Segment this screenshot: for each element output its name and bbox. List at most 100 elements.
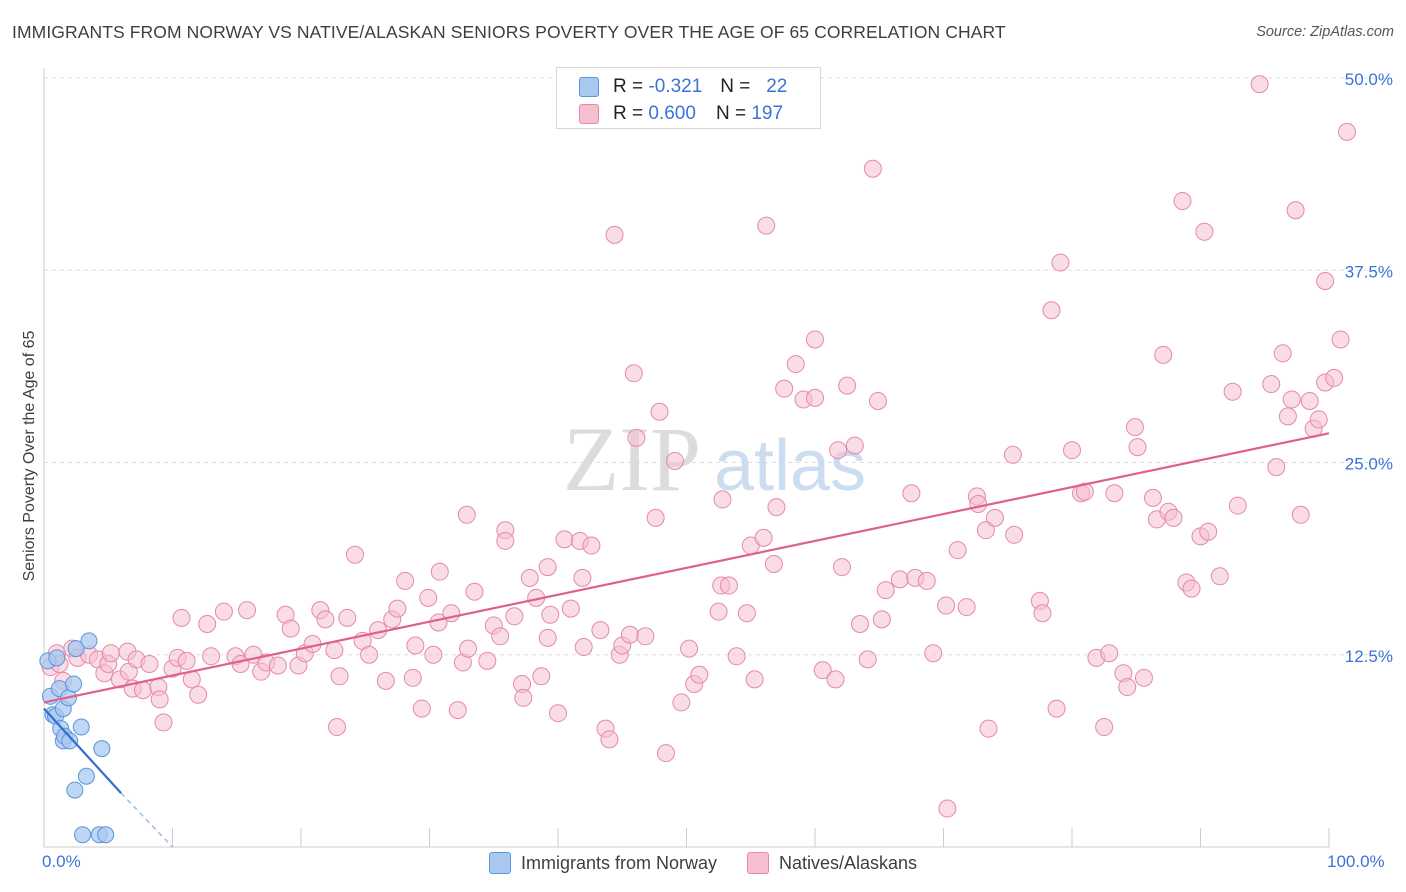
legend-item-norway[interactable]: Immigrants from Norway: [488, 852, 717, 874]
point-natives-102: [656, 744, 675, 763]
point-natives-167: [1125, 418, 1144, 437]
point-norway-20: [93, 740, 111, 758]
point-natives-81: [541, 605, 560, 624]
point-natives-111: [719, 576, 738, 595]
point-natives-186: [1267, 458, 1286, 477]
point-natives-57: [406, 636, 425, 655]
point-natives-166: [1118, 678, 1137, 697]
point-natives-152: [1005, 525, 1024, 544]
point-natives-129: [838, 376, 857, 395]
point-natives-105: [680, 639, 699, 658]
point-norway-16: [74, 826, 92, 844]
x-tick-max: 100.0%: [1327, 852, 1385, 871]
point-natives-19: [150, 690, 169, 709]
point-natives-134: [868, 391, 887, 410]
point-natives-123: [806, 388, 824, 407]
point-norway-21: [97, 826, 115, 844]
point-natives-59: [419, 588, 438, 607]
y-tick-label-3: 50.0%: [1345, 70, 1393, 89]
point-natives-199: [1337, 122, 1356, 141]
point-natives-50: [360, 645, 379, 664]
point-natives-52: [376, 671, 395, 690]
trend-line-norway-extension: [120, 792, 174, 848]
legend-swatch-norway: [488, 852, 511, 874]
point-natives-117: [757, 216, 776, 235]
point-natives-48: [345, 545, 364, 564]
point-natives-132: [858, 650, 877, 669]
point-natives-118: [764, 555, 783, 574]
point-natives-97: [624, 364, 643, 383]
point-natives-16: [133, 681, 152, 700]
point-natives-17: [140, 654, 159, 673]
point-natives-103: [665, 451, 684, 470]
point-natives-185: [1262, 375, 1281, 394]
point-natives-73: [496, 531, 515, 550]
point-natives-29: [214, 602, 233, 621]
point-natives-68: [465, 582, 484, 601]
point-natives-164: [1105, 484, 1124, 503]
trend-line-natives: [43, 432, 1330, 704]
point-natives-28: [202, 647, 221, 666]
point-natives-196: [1316, 272, 1335, 291]
point-natives-145: [957, 598, 976, 617]
point-natives-135: [872, 610, 891, 629]
point-natives-130: [845, 436, 864, 455]
point-natives-116: [754, 528, 773, 547]
point-natives-172: [1154, 345, 1173, 364]
point-natives-88: [573, 568, 592, 587]
point-natives-74: [505, 607, 524, 626]
y-tick-label-1: 25.0%: [1345, 455, 1393, 474]
point-natives-46: [330, 667, 349, 686]
point-natives-84: [555, 530, 574, 549]
point-natives-71: [491, 627, 510, 646]
point-natives-163: [1100, 644, 1119, 663]
y-tick-label-0: 12.5%: [1345, 647, 1393, 666]
point-natives-44: [325, 641, 344, 660]
point-natives-55: [396, 571, 415, 590]
watermark-atlas: atlas: [714, 426, 866, 506]
point-natives-85: [561, 599, 580, 618]
point-natives-192: [1300, 391, 1319, 410]
point-natives-184: [1250, 75, 1269, 94]
point-natives-92: [600, 730, 619, 749]
correlation-legend: R = -0.321 N = 22 R = 0.600 N = 197: [556, 67, 821, 129]
series-legend: Immigrants from Norway Natives/Alaskans: [0, 852, 1406, 874]
legend-r-value-norway: -0.321: [648, 76, 703, 97]
point-natives-26: [189, 685, 208, 704]
point-natives-141: [924, 644, 943, 663]
point-natives-127: [829, 441, 848, 460]
point-natives-151: [1003, 445, 1022, 464]
point-norway-4: [48, 649, 66, 667]
legend-n-label: N =: [715, 103, 747, 124]
point-natives-112: [727, 647, 746, 666]
point-natives-58: [412, 699, 431, 718]
point-natives-98: [627, 428, 646, 447]
point-natives-115: [745, 670, 764, 689]
watermark: ZIP atlas: [563, 408, 866, 510]
point-natives-158: [1063, 441, 1081, 460]
natives-alaskans-points: [41, 75, 1356, 818]
point-norway-14: [67, 640, 85, 658]
point-natives-147: [969, 495, 988, 514]
point-natives-197: [1325, 368, 1344, 387]
point-natives-189: [1282, 390, 1301, 409]
point-natives-143: [938, 799, 957, 818]
y-tick-labels: 12.5% 25.0% 37.5% 50.0%: [1345, 70, 1393, 666]
legend-item-natives[interactable]: Natives/Alaskans: [746, 852, 918, 874]
legend-n-value-natives: 197: [751, 103, 784, 124]
point-natives-89: [582, 536, 601, 555]
point-natives-93: [605, 225, 624, 244]
point-norway-17: [77, 767, 95, 785]
point-natives-187: [1273, 344, 1292, 363]
point-natives-137: [890, 570, 909, 589]
point-natives-174: [1164, 508, 1183, 527]
point-natives-64: [448, 701, 467, 720]
point-natives-100: [646, 508, 665, 527]
legend-label-natives: Natives/Alaskans: [778, 852, 918, 873]
point-natives-138: [902, 484, 921, 503]
point-natives-157: [1051, 253, 1070, 272]
source-label: Source: ZipAtlas.com: [1256, 24, 1394, 40]
legend-swatch-natives: [579, 104, 599, 124]
point-natives-20: [154, 713, 173, 732]
legend-row-natives: R = 0.600 N = 197: [557, 101, 783, 127]
